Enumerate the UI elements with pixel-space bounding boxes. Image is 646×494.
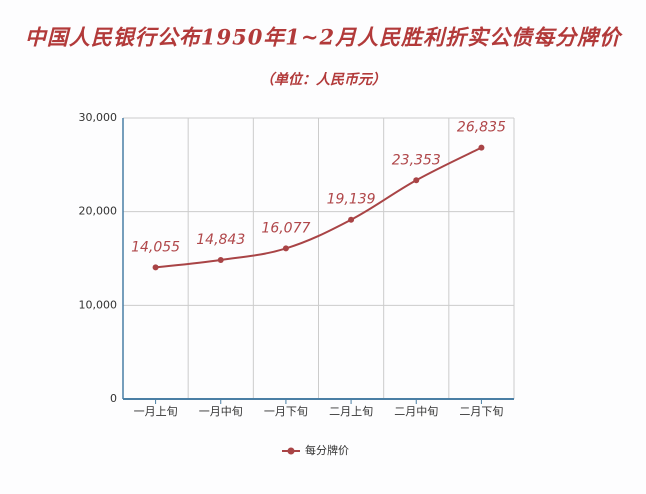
data-label: 26,835 (457, 120, 506, 136)
point (217, 256, 224, 263)
x-tick-label: 一月下旬 (264, 405, 308, 418)
data-label: 14,843 (196, 232, 245, 248)
data-label: 19,139 (327, 192, 376, 208)
x-tick-label: 二月上旬 (329, 405, 373, 418)
y-tick-label: 30,000 (79, 111, 118, 124)
x-tick-label: 一月上旬 (134, 405, 178, 418)
chart-title: 中国人民银行公布1950年1~2月人民胜利折实公债每分牌价 (25, 25, 623, 50)
y-tick-label: 20,000 (79, 205, 118, 218)
chart-subtitle: （单位：人民币元） (260, 71, 386, 88)
legend-label: 每分牌价 (305, 443, 349, 457)
point (152, 264, 159, 271)
line (155, 146, 482, 269)
data-label: 14,055 (131, 239, 180, 255)
x-tick-label: 一月中旬 (199, 405, 243, 418)
y-tick-label: 0 (110, 392, 117, 405)
point (478, 144, 485, 151)
point (282, 245, 289, 252)
data-label: 16,077 (261, 220, 310, 236)
data-label: 23,353 (392, 152, 441, 168)
point (348, 216, 355, 223)
x-tick-label: 二月下旬 (459, 405, 503, 418)
point (413, 177, 420, 184)
x-tick-label: 二月中旬 (394, 405, 438, 418)
legend-marker (287, 447, 295, 455)
y-tick-label: 10,000 (79, 298, 118, 311)
